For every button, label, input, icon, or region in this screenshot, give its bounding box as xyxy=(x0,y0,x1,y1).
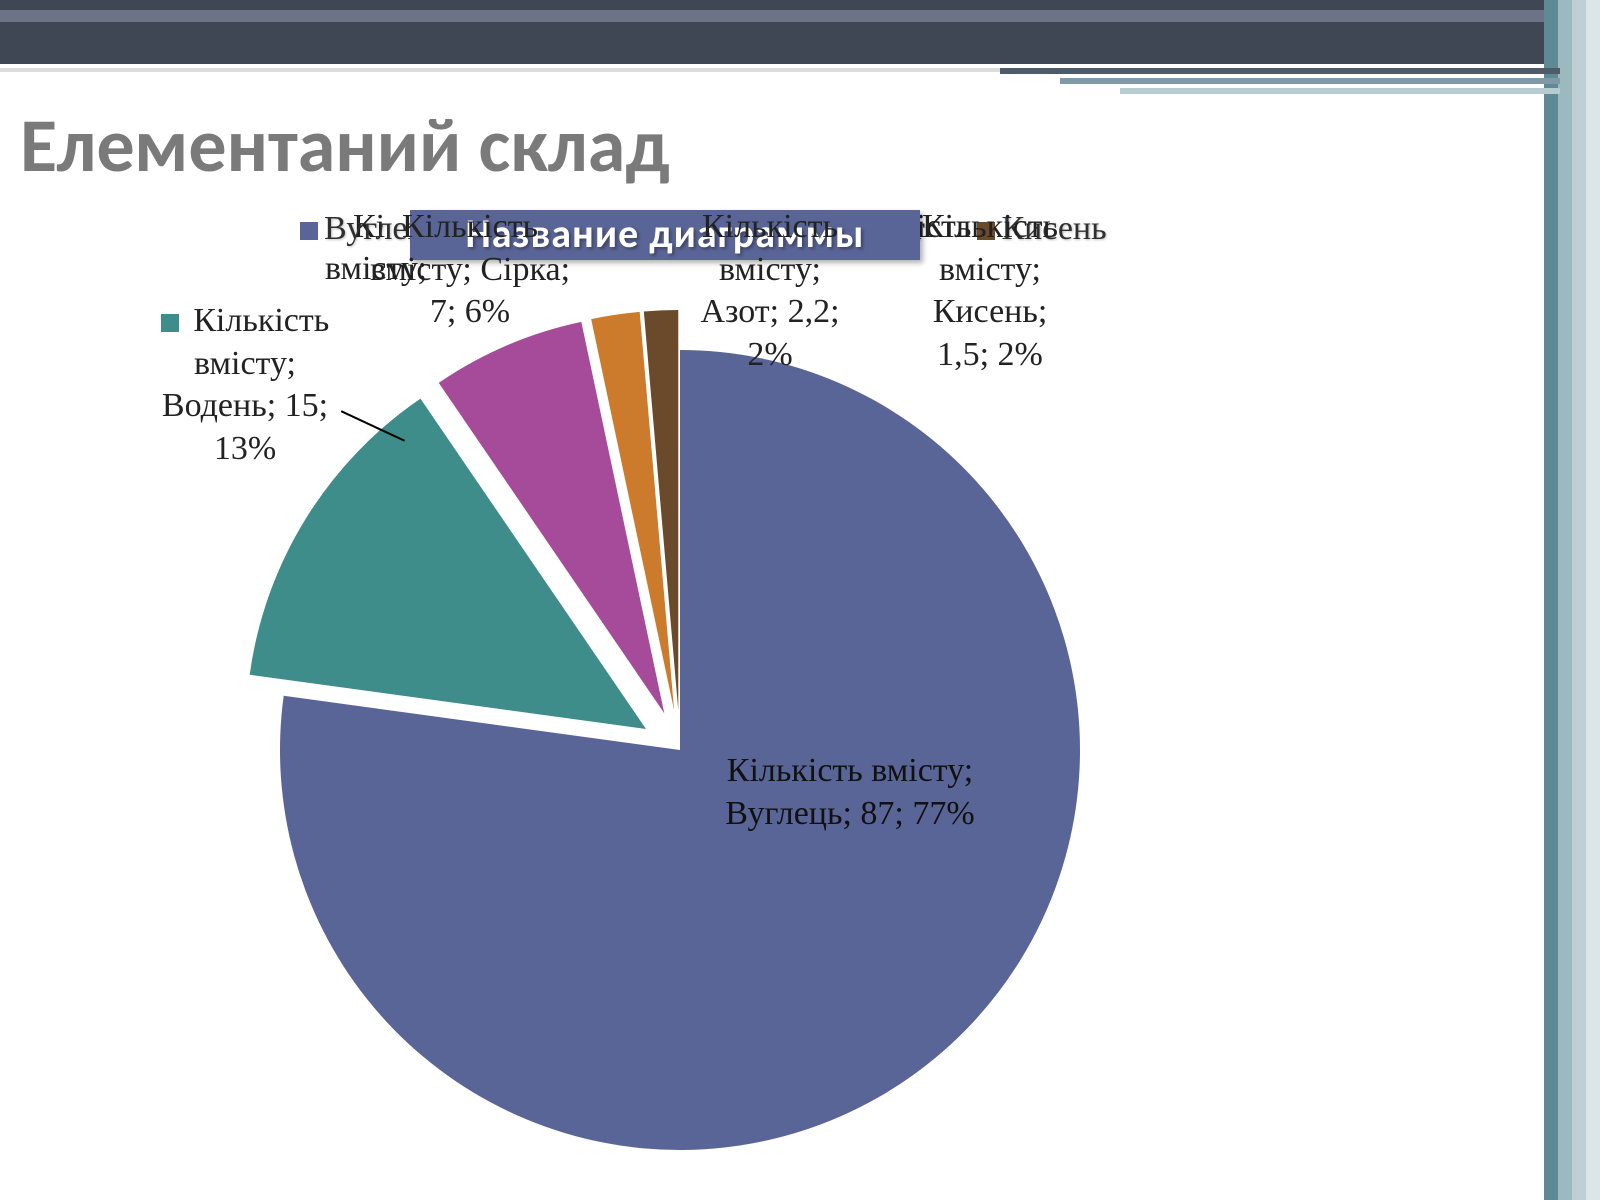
stripe-4 xyxy=(1586,0,1600,1200)
label-line: Кількість xyxy=(702,208,838,245)
label-line: 13% xyxy=(214,430,276,467)
label-line: 7; 6% xyxy=(430,293,510,330)
label-carbon: Кількість вмісту; Вуглець; 87; 77% xyxy=(720,750,980,835)
stripe-2 xyxy=(1558,0,1572,1200)
underline-4 xyxy=(0,68,1000,72)
label-sulfur: Кількість вмісту; Сірка; 7; 6% xyxy=(335,206,605,334)
label-nitrogen: Кількість вмісту; Азот; 2,2; 2% xyxy=(650,206,890,376)
underline-1 xyxy=(1000,68,1560,74)
label-line: вмісту; xyxy=(194,345,296,382)
slide-title: Елементаний склад xyxy=(20,100,670,192)
label-carbon-text: Кількість вмісту; Вуглець; 87; 77% xyxy=(725,752,974,832)
label-line: Кількість xyxy=(193,302,329,339)
legend-swatch xyxy=(161,314,179,332)
slide-banner-inner xyxy=(0,10,1600,22)
label-line: Кількість xyxy=(402,208,538,245)
label-line: Водень; 15; xyxy=(162,387,328,424)
underline-3 xyxy=(1120,88,1560,94)
pie-chart: Кі ількість вмісту; Вуглець Водень Сірка… xyxy=(120,210,1320,1170)
label-oxygen: Кількість вмісту; Кисень; 1,5; 2% xyxy=(880,206,1100,376)
label-line: вмісту; Сірка; xyxy=(370,251,570,288)
label-line: вмісту; xyxy=(939,251,1041,288)
label-line: вмісту; xyxy=(719,251,821,288)
label-line: 2% xyxy=(747,336,792,373)
stripe-1 xyxy=(1544,0,1558,1200)
underline-2 xyxy=(1060,78,1560,84)
label-line: Азот; 2,2; xyxy=(700,293,839,330)
label-line: Кисень; xyxy=(933,293,1048,330)
label-line: 1,5; 2% xyxy=(937,336,1043,373)
stripe-3 xyxy=(1572,0,1586,1200)
label-line: Кількість xyxy=(922,208,1058,245)
right-stripes xyxy=(1540,0,1600,1200)
